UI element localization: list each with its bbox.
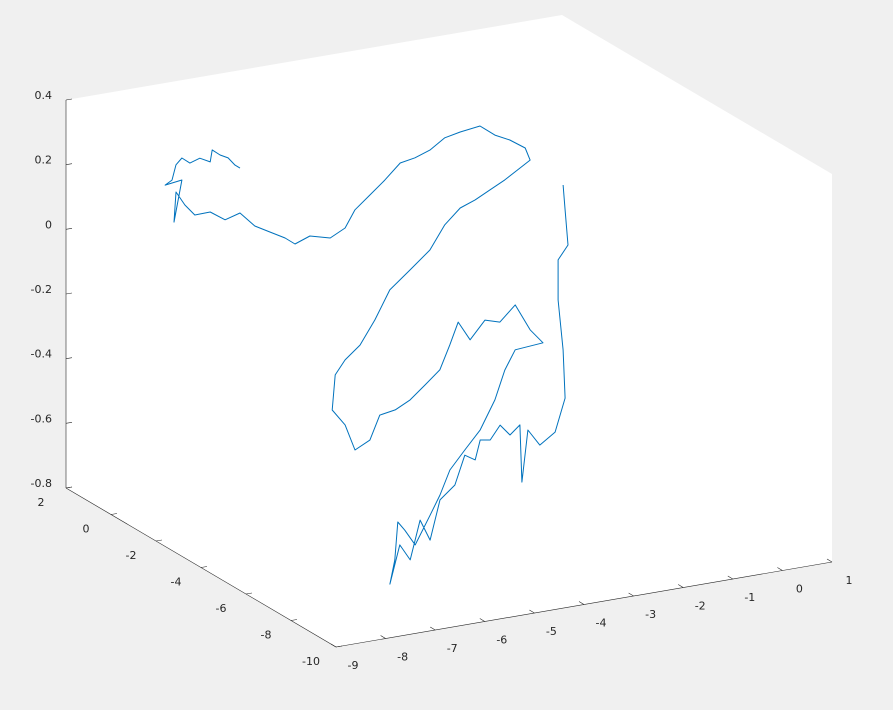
z-tick-label: -0.4 bbox=[31, 348, 52, 361]
x-tick-label: -8 bbox=[397, 651, 408, 664]
y-tick-mark bbox=[335, 645, 343, 648]
z-tick-mark bbox=[65, 292, 73, 295]
y-tick-label: -10 bbox=[302, 655, 320, 668]
x-tick-label: -6 bbox=[496, 634, 507, 647]
y-tick-mark bbox=[65, 486, 73, 489]
x-tick-label: -7 bbox=[447, 642, 458, 655]
x-tick-label: 0 bbox=[796, 583, 803, 596]
y-tick-label: -6 bbox=[216, 602, 227, 615]
y-tick-mark bbox=[245, 592, 253, 595]
x-tick-label: -3 bbox=[645, 608, 656, 621]
x-tick-mark bbox=[826, 558, 833, 563]
z-tick-mark bbox=[65, 163, 73, 165]
z-tick-mark bbox=[65, 357, 73, 359]
y-tick-mark bbox=[290, 619, 298, 621]
z-tick-label: 0.2 bbox=[35, 154, 53, 167]
x-tick-label: -4 bbox=[596, 617, 607, 630]
z-tick-label: -0.2 bbox=[31, 283, 52, 296]
x-tick-mark bbox=[380, 635, 386, 639]
y-tick-label: -4 bbox=[171, 576, 182, 589]
y-tick-label: -2 bbox=[126, 549, 137, 562]
x-tick-mark bbox=[578, 601, 585, 605]
y-tick-label: 0 bbox=[83, 523, 90, 536]
x-tick-label: -9 bbox=[348, 659, 359, 672]
x-tick-mark bbox=[777, 567, 783, 571]
y-tick-mark bbox=[110, 513, 118, 515]
z-tick-mark bbox=[65, 228, 73, 230]
z-tick-mark bbox=[65, 422, 73, 424]
y-tick-mark bbox=[155, 539, 163, 542]
y-tick-label: 2 bbox=[38, 496, 45, 509]
z-tick-label: -0.6 bbox=[31, 412, 52, 425]
x-tick-mark bbox=[430, 626, 436, 631]
x-tick-mark bbox=[479, 618, 485, 622]
y-tick-label: -8 bbox=[261, 629, 272, 642]
x-tick-mark bbox=[727, 575, 733, 580]
z-tick-mark bbox=[65, 98, 73, 101]
x-tick-mark bbox=[529, 609, 535, 614]
data-line bbox=[164, 125, 569, 585]
x-tick-mark bbox=[628, 592, 634, 597]
plot-area bbox=[66, 15, 832, 647]
y-tick-mark bbox=[200, 566, 208, 568]
x-tick-label: -5 bbox=[546, 625, 557, 638]
z-tick-label: 0.4 bbox=[35, 89, 53, 102]
z-tick-label: -0.8 bbox=[31, 477, 52, 490]
z-tick-label: 0 bbox=[45, 218, 52, 231]
x-tick-label: 1 bbox=[846, 574, 853, 587]
x-tick-mark bbox=[330, 643, 337, 648]
x-tick-label: -1 bbox=[744, 591, 755, 604]
x-tick-mark bbox=[678, 584, 684, 588]
x-tick-label: -2 bbox=[695, 600, 706, 613]
